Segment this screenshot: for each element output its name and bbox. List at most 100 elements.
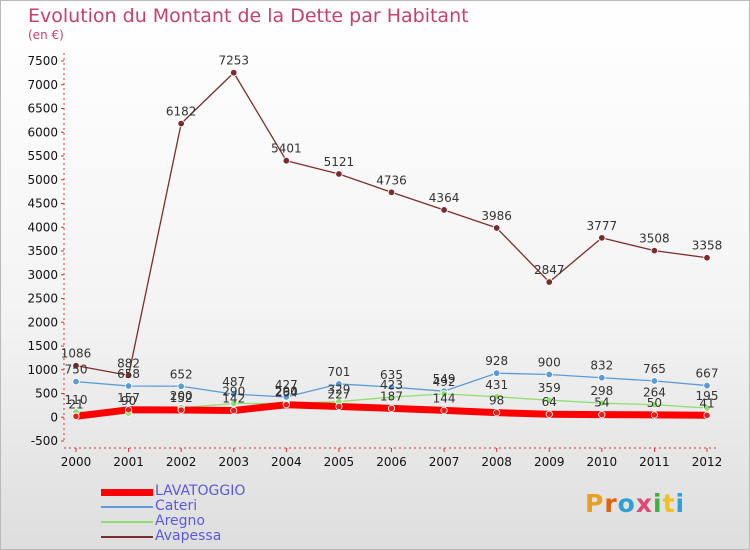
data-label: 423	[380, 378, 403, 392]
legend-swatch	[101, 521, 153, 523]
data-point	[545, 278, 553, 286]
data-label: 3358	[692, 239, 723, 253]
data-label: 427	[275, 378, 298, 392]
data-label: 54	[594, 396, 609, 410]
x-tick-label: 2000	[61, 455, 92, 469]
y-tick-label: 6500	[27, 102, 58, 116]
y-tick-label: 3000	[27, 268, 58, 282]
data-point	[598, 374, 606, 382]
data-label: 144	[433, 391, 456, 405]
y-tick-label: 1000	[27, 363, 58, 377]
data-label: 50	[647, 396, 662, 410]
data-point	[492, 224, 501, 232]
data-label: 431	[485, 378, 508, 392]
data-point	[598, 411, 606, 419]
data-point	[650, 377, 659, 385]
data-point	[703, 404, 711, 412]
data-point	[177, 382, 185, 390]
data-point	[598, 399, 606, 407]
data-point	[335, 170, 343, 178]
x-tick-label: 2011	[639, 455, 670, 469]
data-label: 5401	[271, 142, 302, 156]
data-point	[72, 377, 80, 386]
data-point	[177, 119, 185, 128]
data-label: 3777	[587, 219, 618, 233]
data-label: 3508	[639, 232, 670, 246]
data-point	[440, 206, 448, 214]
data-point	[124, 406, 133, 414]
data-point	[282, 401, 290, 409]
data-label: 5121	[324, 155, 355, 169]
data-label: 90	[121, 394, 136, 408]
data-point	[703, 381, 711, 390]
data-point	[282, 157, 291, 165]
data-label: 701	[327, 365, 350, 379]
data-label: 652	[170, 367, 193, 381]
data-label: 3986	[481, 209, 512, 223]
data-label: 329	[327, 383, 350, 397]
data-point	[545, 370, 553, 379]
data-point	[177, 406, 185, 414]
data-label: 487	[222, 375, 245, 389]
data-point	[72, 412, 80, 420]
x-tick-label: 2004	[271, 455, 302, 469]
data-label: 21	[68, 397, 83, 411]
data-label: 928	[485, 354, 508, 368]
data-point	[492, 393, 501, 401]
data-label: 750	[65, 363, 88, 377]
data-label: 227	[327, 387, 350, 401]
data-label: 98	[489, 394, 504, 408]
data-label: 832	[590, 359, 613, 373]
y-tick-label: 7500	[27, 54, 58, 68]
x-tick-label: 2007	[429, 455, 460, 469]
logo-letter: o	[617, 489, 636, 518]
y-tick-label: 6000	[27, 125, 58, 139]
legend-label: LAVATOGGIO	[155, 483, 246, 499]
legend-label: Avapessa	[155, 528, 222, 544]
data-point	[124, 371, 133, 380]
data-point	[124, 382, 133, 390]
chart-title: Evolution du Montant de la Dette par Hab…	[28, 5, 469, 27]
data-label: 6182	[166, 105, 197, 119]
data-point	[440, 390, 448, 398]
data-label: 264	[643, 386, 666, 400]
logo-letter: r	[604, 489, 618, 518]
data-point	[387, 393, 396, 401]
data-point	[335, 402, 343, 411]
data-point	[335, 380, 343, 388]
data-label: 359	[538, 381, 561, 395]
data-label: 882	[117, 356, 140, 370]
data-label: 64	[542, 395, 557, 409]
data-label: 152	[170, 391, 193, 405]
data-label: 4364	[429, 191, 460, 205]
data-point	[387, 404, 396, 412]
data-label: 298	[590, 384, 613, 398]
y-tick-label: 0	[50, 410, 58, 424]
data-label: 264	[275, 386, 298, 400]
data-label: 667	[696, 367, 719, 381]
data-label: 7253	[218, 54, 249, 68]
x-tick-label: 2005	[324, 455, 355, 469]
logo-letter: x	[635, 489, 653, 518]
data-label: 110	[65, 393, 88, 407]
data-label: 900	[538, 356, 561, 370]
data-label: 549	[433, 372, 456, 386]
data-label: 4736	[376, 173, 407, 187]
logo-letter: i	[675, 489, 686, 518]
data-point	[230, 406, 238, 415]
data-label: 492	[433, 375, 456, 389]
data-label: 290	[275, 384, 298, 398]
axes: -500 0 500 1000 1500 2000 2500 3000 3500 4000 4500…	[27, 53, 722, 469]
y-tick-label: 2000	[27, 315, 58, 329]
x-tick-label: 2002	[166, 455, 197, 469]
data-label: 187	[380, 389, 403, 403]
data-label: 157	[117, 391, 140, 405]
data-point	[703, 254, 711, 262]
y-tick-label: 500	[35, 387, 58, 401]
logo-letter: i	[653, 489, 663, 518]
data-label: 765	[643, 362, 666, 376]
y-tick-label: 4000	[27, 220, 58, 234]
data-label: 658	[117, 367, 140, 381]
data-label: 290	[222, 384, 245, 398]
data-point	[650, 246, 659, 255]
